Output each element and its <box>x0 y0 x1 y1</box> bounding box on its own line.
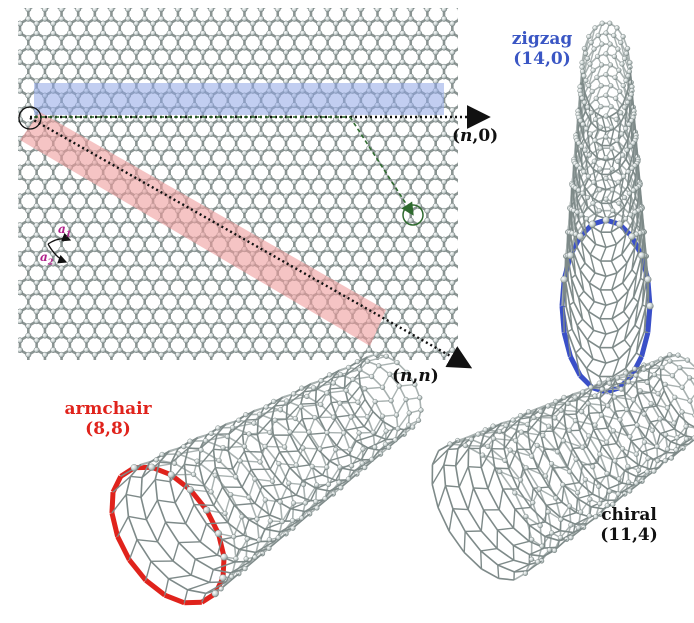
armchair-direction-arrow <box>29 116 473 369</box>
armchair-nanotube <box>109 351 424 606</box>
unit-vectors <box>47 232 72 264</box>
zigzag-label: zigzag (14,0) <box>496 29 588 69</box>
zigzag-band <box>34 83 444 115</box>
armchair-name: armchair <box>64 399 152 419</box>
chiral-label: chiral (11,4) <box>594 505 664 545</box>
zigzag-index: (14,0) <box>513 48 571 69</box>
chiral-vector-path <box>34 116 414 216</box>
zigzag-nanotube <box>559 20 654 395</box>
armchair-axis-label: (n,n) <box>392 366 439 386</box>
zigzag-name: zigzag <box>511 29 573 49</box>
armchair-band <box>20 112 386 346</box>
chiral-index: (11,4) <box>600 524 658 545</box>
vector-a1-label: a1 <box>58 222 72 239</box>
chiral-name: chiral <box>601 505 657 525</box>
armchair-index: (8,8) <box>85 418 131 439</box>
chiral-nanotube <box>431 352 694 581</box>
vector-a2-label: a2 <box>40 250 54 267</box>
chiral-end-circle <box>402 204 424 226</box>
armchair-label: armchair (8,8) <box>58 399 158 439</box>
zigzag-axis-label: (n,0) <box>452 126 499 146</box>
